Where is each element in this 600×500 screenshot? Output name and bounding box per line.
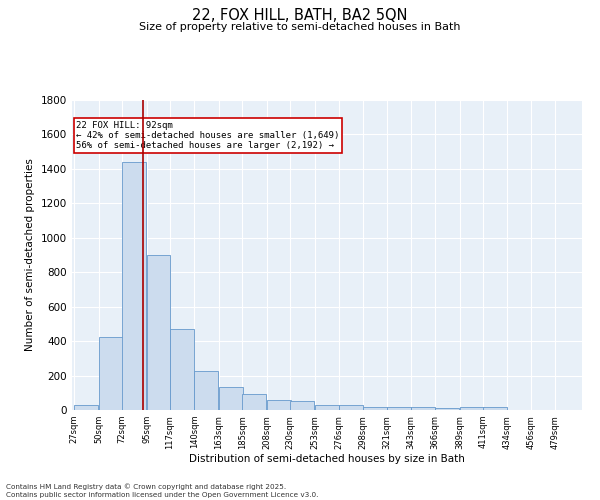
Text: 22, FOX HILL, BATH, BA2 5QN: 22, FOX HILL, BATH, BA2 5QN [192, 8, 408, 22]
Bar [387, 408, 411, 410]
Bar [219, 387, 243, 410]
Bar [362, 406, 386, 410]
Bar [74, 405, 98, 410]
Text: Size of property relative to semi-detached houses in Bath: Size of property relative to semi-detach… [139, 22, 461, 32]
Bar [194, 371, 218, 410]
Bar [339, 405, 363, 410]
Bar [410, 408, 434, 410]
Bar [98, 337, 122, 410]
Text: 22 FOX HILL: 92sqm
← 42% of semi-detached houses are smaller (1,649)
56% of semi: 22 FOX HILL: 92sqm ← 42% of semi-detache… [76, 120, 340, 150]
Y-axis label: Number of semi-detached properties: Number of semi-detached properties [25, 158, 35, 352]
Bar [315, 405, 339, 410]
Bar [170, 329, 194, 410]
Bar [146, 255, 170, 410]
Bar [122, 162, 146, 410]
Bar [460, 406, 484, 410]
Bar [483, 408, 507, 410]
Text: Contains HM Land Registry data © Crown copyright and database right 2025.
Contai: Contains HM Land Registry data © Crown c… [6, 484, 319, 498]
Bar [267, 400, 291, 410]
Bar [242, 394, 266, 410]
Bar [435, 408, 459, 410]
X-axis label: Distribution of semi-detached houses by size in Bath: Distribution of semi-detached houses by … [189, 454, 465, 464]
Bar [290, 402, 314, 410]
